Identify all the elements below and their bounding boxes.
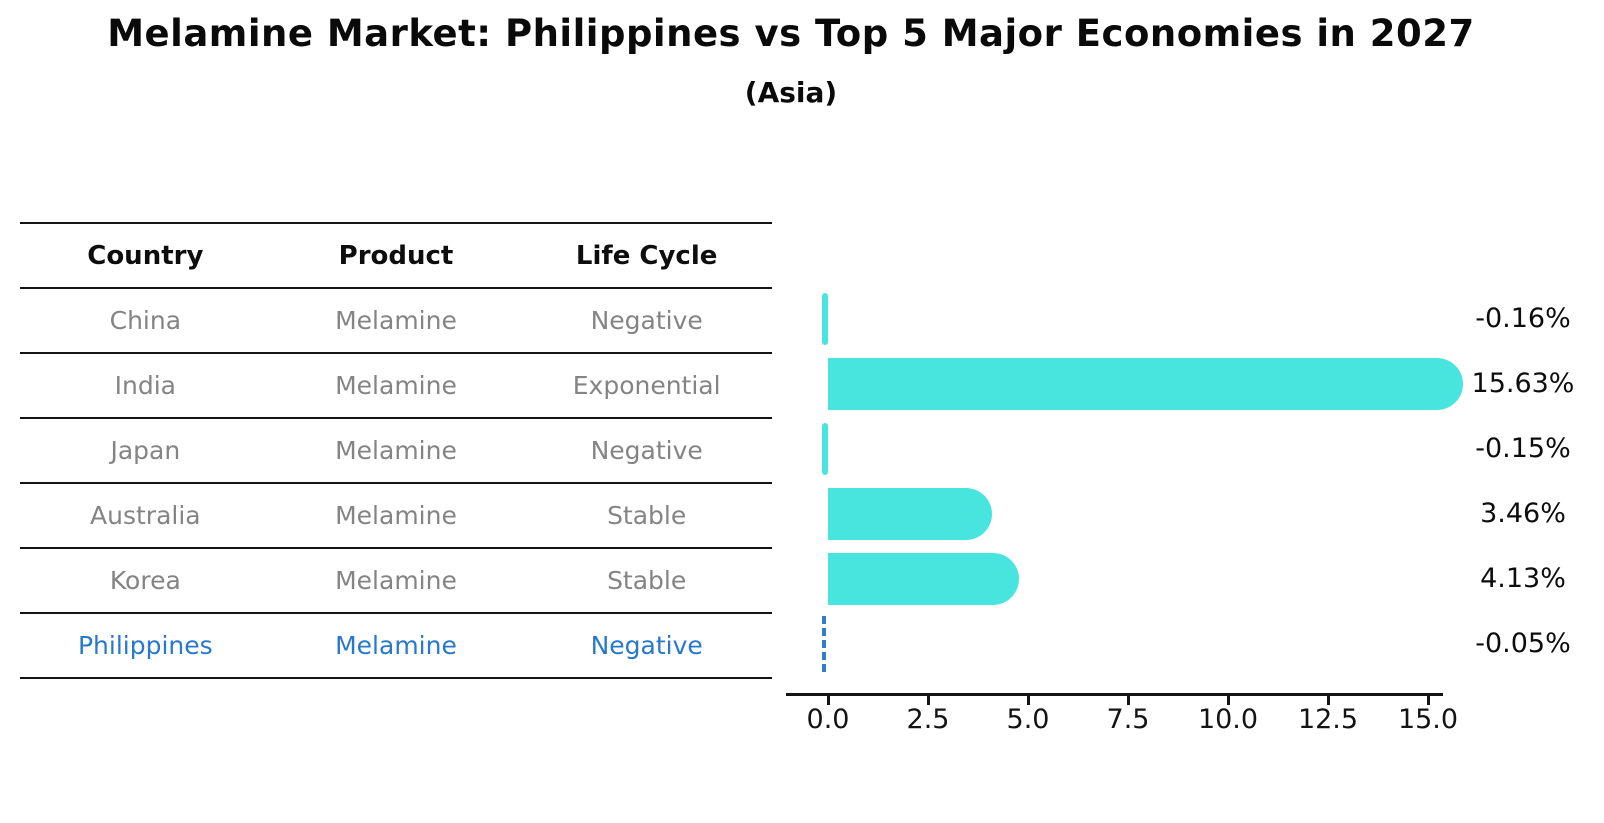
x-tick-label: 15.0 (1397, 704, 1459, 735)
x-tick-label: 7.5 (1106, 704, 1150, 735)
table-row-philippines: Philippines Melamine Negative (20, 614, 772, 679)
x-tick-label: 2.5 (906, 704, 950, 735)
cell-life-cycle: Negative (590, 306, 703, 335)
table-row-china: China Melamine Negative (20, 289, 772, 354)
cell-country: China (109, 306, 182, 335)
cell-product: Melamine (335, 566, 457, 595)
bar-india (828, 357, 1463, 410)
column-header-product: Product (338, 240, 454, 271)
value-label-india: 15.63% (1471, 368, 1575, 399)
value-label-philippines: -0.05% (1475, 628, 1571, 659)
chart-subtitle: (Asia) (744, 76, 838, 109)
x-axis-line (786, 693, 1443, 696)
cell-life-cycle: Negative (590, 631, 703, 660)
bar-korea (828, 552, 1020, 605)
data-table: Country Product Life Cycle China Melamin… (20, 222, 772, 679)
x-tick-mark (1226, 696, 1230, 705)
cell-country: Philippines (77, 631, 213, 660)
bar-japan (822, 422, 828, 475)
value-label-china: -0.16% (1475, 303, 1571, 334)
cell-country: India (114, 371, 176, 400)
x-tick-label: 0.0 (806, 704, 850, 735)
x-tick-mark (826, 696, 830, 705)
x-tick-mark (1326, 696, 1330, 705)
x-tick-mark (1426, 696, 1430, 705)
cell-product: Melamine (335, 436, 457, 465)
cell-life-cycle: Exponential (572, 371, 721, 400)
x-tick-mark (1026, 696, 1030, 705)
chart-title: Melamine Market: Philippines vs Top 5 Ma… (107, 12, 1475, 55)
x-tick-label: 12.5 (1297, 704, 1359, 735)
column-header-country: Country (87, 240, 204, 271)
cell-product: Melamine (335, 631, 457, 660)
table-row-india: India Melamine Exponential (20, 354, 772, 419)
cell-life-cycle: Stable (607, 501, 687, 530)
cell-product: Melamine (335, 306, 457, 335)
value-label-japan: -0.15% (1475, 433, 1571, 464)
x-tick-mark (1126, 696, 1130, 705)
cell-country: Korea (109, 566, 181, 595)
value-label-korea: 4.13% (1480, 563, 1566, 594)
bar-china (821, 292, 828, 345)
cell-country: Japan (110, 436, 181, 465)
column-header-life-cycle: Life Cycle (575, 240, 718, 271)
cell-product: Melamine (335, 371, 457, 400)
table-header-row: Country Product Life Cycle (20, 224, 772, 289)
value-label-australia: 3.46% (1480, 498, 1566, 529)
cell-country: Australia (90, 501, 201, 530)
table-row-korea: Korea Melamine Stable (20, 549, 772, 614)
bar-philippines-dashed (822, 615, 828, 672)
table-row-australia: Australia Melamine Stable (20, 484, 772, 549)
cell-life-cycle: Negative (590, 436, 703, 465)
cell-life-cycle: Stable (607, 566, 687, 595)
cell-product: Melamine (335, 501, 457, 530)
table-row-japan: Japan Melamine Negative (20, 419, 772, 484)
x-tick-mark (926, 696, 930, 705)
bar-australia (828, 487, 993, 540)
x-tick-label: 10.0 (1197, 704, 1259, 735)
x-tick-label: 5.0 (1006, 704, 1050, 735)
